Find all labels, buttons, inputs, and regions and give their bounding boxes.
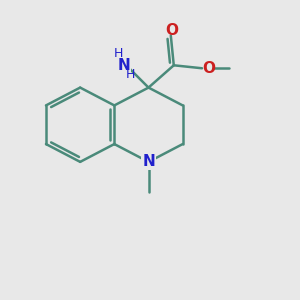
Text: O: O bbox=[202, 61, 215, 76]
Text: H: H bbox=[126, 68, 135, 81]
Text: N: N bbox=[142, 154, 155, 169]
Text: H: H bbox=[114, 47, 123, 61]
Text: N: N bbox=[118, 58, 130, 73]
Text: O: O bbox=[165, 23, 178, 38]
